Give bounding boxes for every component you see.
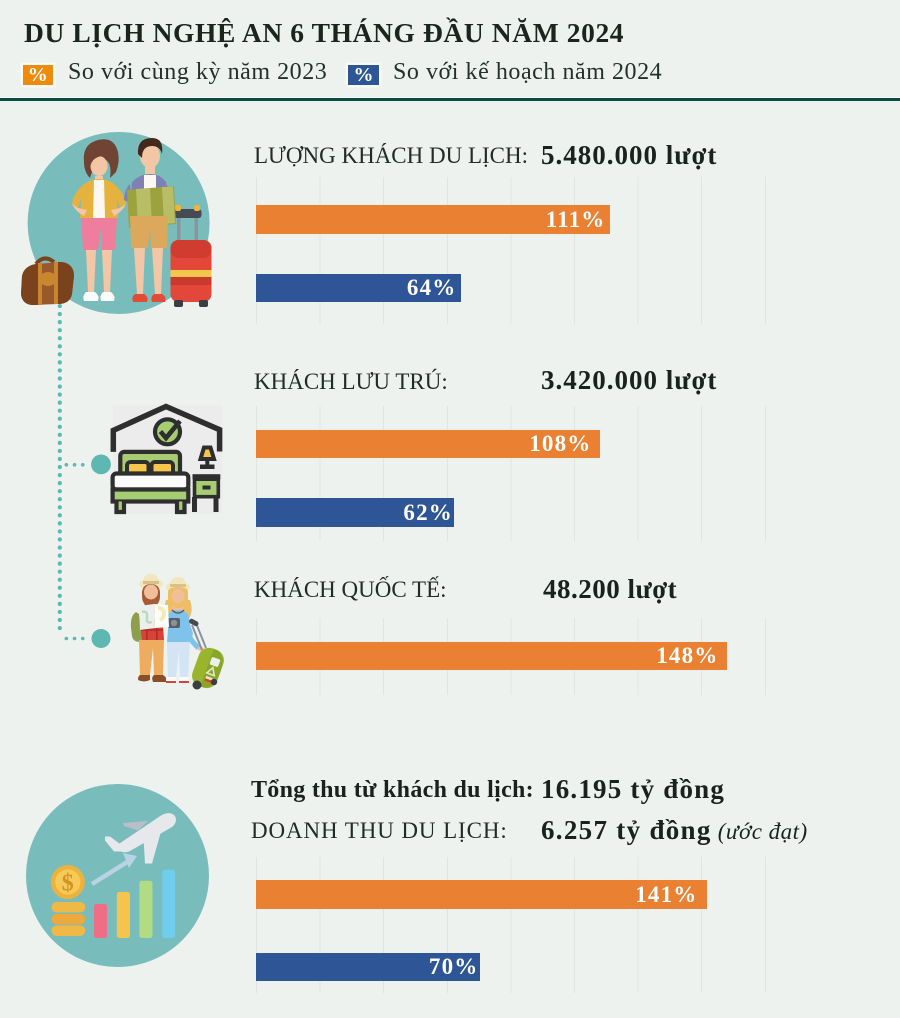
svg-text:$: $ xyxy=(62,871,74,897)
